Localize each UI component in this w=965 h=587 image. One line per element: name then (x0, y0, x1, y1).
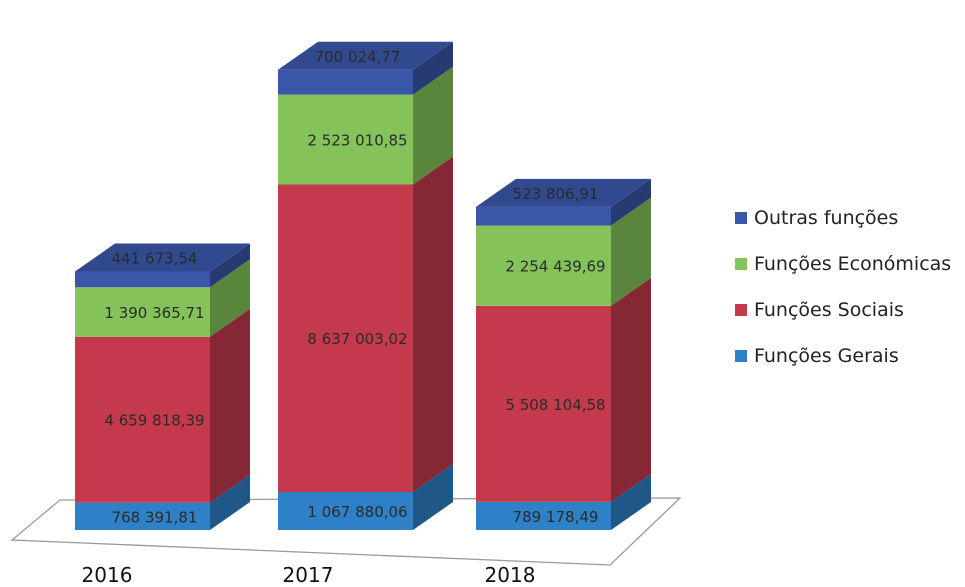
bar-front-face (476, 501, 611, 530)
bar-front-face (75, 336, 210, 503)
legend-swatch (735, 212, 747, 224)
bar-front-face (278, 184, 413, 492)
data-label: 2 254 439,69 (505, 258, 605, 276)
bar-side-face (611, 178, 651, 226)
bar-segment-2018-funcoes-economicas (476, 197, 651, 306)
bar-front-face (278, 69, 413, 95)
legend-item-outras-funcoes: Outras funções (735, 195, 951, 241)
legend-label: Funções Sociais (754, 299, 904, 321)
bar-side-face (210, 243, 250, 288)
data-label: 2 523 010,85 (307, 132, 407, 150)
bar-front-face (476, 206, 611, 226)
category-label: 2017 (283, 563, 334, 587)
bar-side-face (611, 473, 651, 530)
bar-segment-2017-funcoes-economicas (278, 66, 453, 185)
bar-front-face (75, 287, 210, 337)
legend: Outras funções Funções Económicas Funções … (735, 195, 951, 379)
bar-segment-2018-funcoes-sociais (476, 277, 651, 502)
data-label: 441 673,54 (112, 250, 198, 268)
data-label: 8 637 003,02 (307, 330, 407, 348)
bar-segment-2016-funcoes-economicas (75, 259, 250, 337)
legend-swatch (735, 350, 747, 362)
data-label: 4 659 818,39 (104, 412, 204, 430)
bar-side-face (611, 277, 651, 502)
data-label: 523 806,91 (513, 185, 599, 203)
data-label: 1 390 365,71 (104, 304, 204, 322)
legend-item-funcoes-gerais: Funções Gerais (735, 333, 951, 379)
bar-top-face (278, 41, 453, 70)
data-label: 700 024,77 (315, 48, 401, 66)
bar-side-face (210, 308, 250, 503)
category-label: 2018 (485, 563, 536, 587)
legend-label: Funções Económicas (754, 253, 952, 275)
data-labels: 768 391,81 4 659 818,39 1 390 365,71 441 67… (104, 48, 605, 527)
data-label: 5 508 104,58 (505, 396, 605, 414)
bar-segment-2016-funcoes-sociais (75, 308, 250, 503)
bar-segment-2018-funcoes-gerais (476, 473, 651, 530)
bar-front-face (278, 94, 413, 185)
bar-side-face (210, 474, 250, 530)
legend-swatch (735, 258, 747, 270)
bar-segment-2017-outras-funcoes (278, 41, 453, 95)
category-labels: 2016 2017 2018 (82, 563, 536, 587)
chart-floor (10, 497, 682, 566)
bar-segment-2016-funcoes-gerais (75, 474, 250, 530)
data-label: 1 067 880,06 (307, 503, 407, 521)
bar-stacks (75, 41, 651, 530)
bar-side-face (413, 66, 453, 185)
legend-label: Funções Gerais (754, 345, 899, 367)
bar-segment-2017-funcoes-gerais (278, 463, 453, 530)
bar-side-face (611, 197, 651, 306)
bar-side-face (413, 463, 453, 530)
data-label: 789 178,49 (513, 508, 599, 526)
data-label: 768 391,81 (112, 508, 198, 526)
bar-front-face (476, 225, 611, 306)
legend-swatch (735, 304, 747, 316)
bar-side-face (413, 156, 453, 492)
bar-front-face (75, 271, 210, 288)
legend-item-funcoes-sociais: Funções Sociais (735, 287, 951, 333)
bar-segment-2018-outras-funcoes (476, 178, 651, 226)
bar-front-face (75, 502, 210, 530)
bar-segment-2017-funcoes-sociais (278, 156, 453, 492)
category-label: 2016 (82, 563, 133, 587)
bar-top-face (75, 243, 250, 272)
legend-label: Outras funções (754, 207, 899, 229)
bar-segment-2016-outras-funcoes (75, 243, 250, 288)
bar-top-face (476, 178, 651, 207)
bar-front-face (278, 491, 413, 530)
legend-item-funcoes-economicas: Funções Económicas (735, 241, 951, 287)
bar-side-face (210, 259, 250, 337)
bar-front-face (476, 305, 611, 502)
bar-side-face (413, 41, 453, 95)
